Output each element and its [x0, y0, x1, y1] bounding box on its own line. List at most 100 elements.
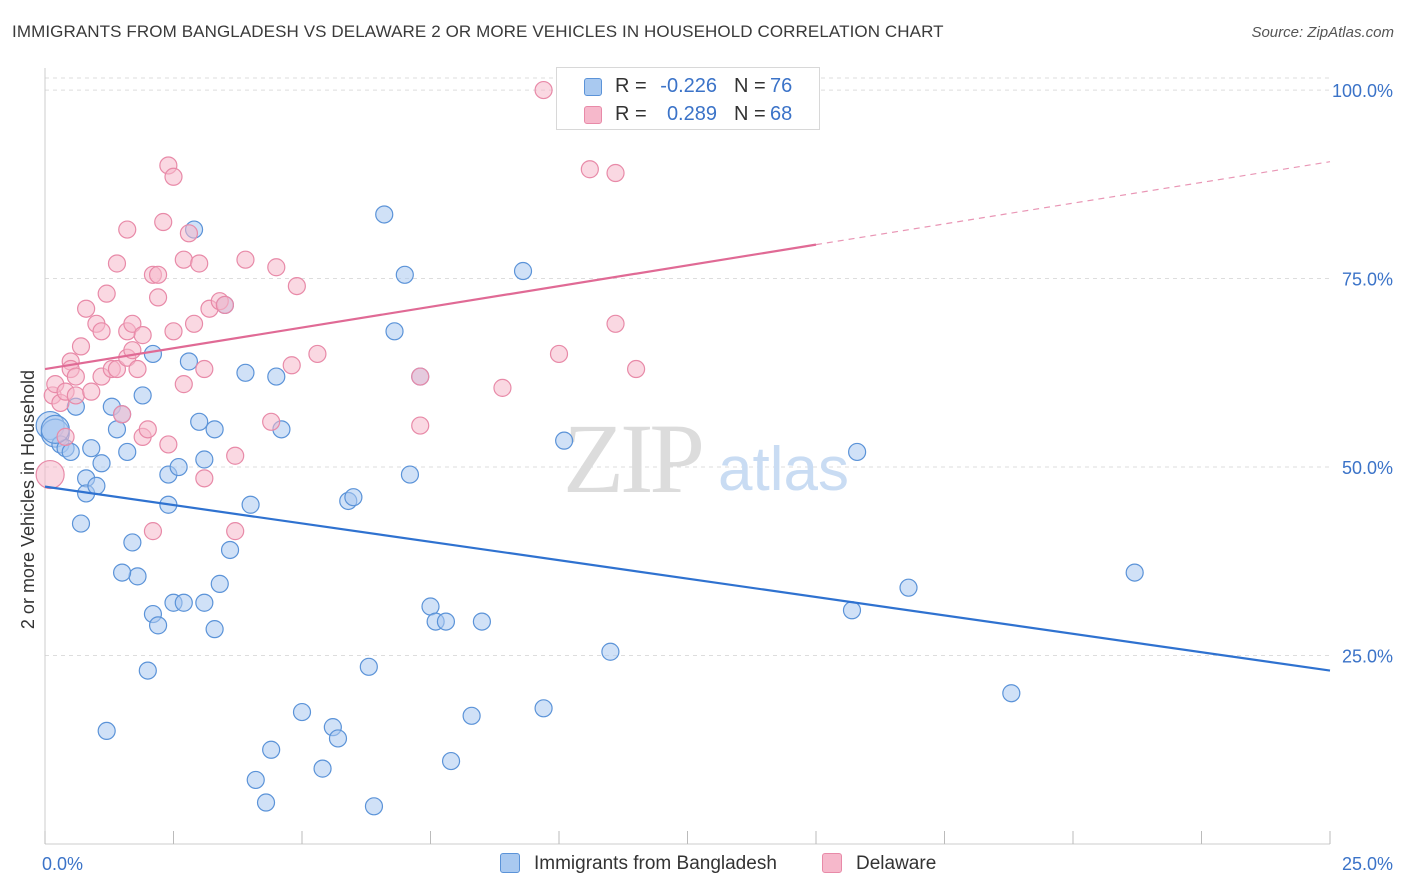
point-bangladesh: [236, 363, 255, 382]
point-delaware: [308, 344, 327, 364]
point-delaware: [107, 359, 127, 379]
point-bangladesh: [210, 574, 229, 593]
point-bangladesh: [1002, 684, 1021, 703]
watermark-atlas: atlas: [718, 435, 849, 504]
point-delaware: [411, 367, 430, 386]
point-bangladesh: [92, 454, 111, 473]
trend-line-delaware-extension: [815, 161, 1331, 246]
point-bangladesh: [179, 352, 199, 371]
r-value: 0.289: [666, 103, 717, 125]
legend-swatch-blue: [584, 78, 602, 96]
r-value: -0.226: [660, 75, 717, 97]
point-bangladesh: [169, 457, 188, 477]
watermark: ZIP atlas: [563, 403, 849, 514]
point-bangladesh: [375, 205, 394, 224]
point-bangladesh: [344, 488, 363, 507]
point-delaware: [580, 160, 599, 179]
legend-label: Immigrants from Bangladesh: [534, 853, 777, 874]
point-bangladesh: [205, 420, 224, 439]
point-delaware: [190, 254, 209, 273]
data-points: [35, 80, 1144, 816]
trend-line-bangladesh: [44, 485, 1331, 672]
n-value: 76: [770, 75, 793, 97]
point-delaware: [606, 163, 625, 183]
point-bangladesh: [241, 495, 260, 514]
point-bangladesh: [82, 439, 101, 458]
point-bangladesh: [71, 514, 91, 533]
point-delaware: [226, 446, 245, 465]
point-bangladesh: [385, 322, 404, 341]
point-delaware: [154, 212, 173, 232]
point-bangladesh: [848, 442, 867, 462]
legend-swatch-blue: [500, 853, 520, 873]
point-bangladesh: [842, 601, 862, 620]
point-delaware: [71, 337, 91, 356]
trend-line-delaware: [44, 243, 817, 371]
point-bangladesh: [395, 265, 414, 284]
point-delaware: [534, 80, 553, 100]
point-delaware: [282, 356, 301, 375]
point-delaware: [112, 405, 132, 424]
point-delaware: [66, 386, 85, 405]
point-delaware: [267, 258, 286, 277]
point-bangladesh: [112, 563, 132, 582]
point-bangladesh: [148, 616, 168, 635]
point-bangladesh: [107, 420, 127, 439]
point-bangladesh: [195, 593, 214, 612]
point-bangladesh: [359, 657, 378, 676]
point-delaware: [148, 265, 168, 284]
point-bangladesh: [87, 476, 106, 495]
point-bangladesh: [513, 261, 533, 281]
point-bangladesh: [899, 578, 918, 597]
y-tick-label: 100.0%: [1332, 81, 1393, 101]
point-delaware: [287, 276, 306, 296]
point-delaware: [174, 375, 193, 394]
y-tick-label: 25.0%: [1342, 647, 1393, 667]
point-bangladesh: [97, 721, 116, 741]
point-delaware: [107, 254, 127, 273]
point-delaware: [128, 359, 147, 379]
n-value: 68: [770, 103, 793, 125]
point-bangladesh: [328, 729, 348, 748]
point-delaware: [118, 220, 137, 239]
point-bangladesh: [138, 661, 157, 680]
point-delaware: [159, 435, 178, 454]
point-bangladesh: [364, 797, 384, 816]
legend-swatch-pink: [584, 106, 602, 124]
point-bangladesh: [421, 597, 440, 616]
point-delaware: [179, 224, 199, 243]
point-delaware: [123, 314, 142, 333]
point-delaware: [226, 522, 245, 541]
point-delaware: [92, 322, 111, 341]
point-delaware: [184, 314, 204, 333]
r-label: R =: [615, 75, 647, 97]
point-delaware: [236, 250, 255, 269]
point-delaware: [133, 326, 152, 345]
point-bangladesh: [61, 442, 80, 462]
x-tick-label: 0.0%: [42, 854, 83, 874]
point-bangladesh: [313, 759, 332, 778]
point-bangladesh: [195, 450, 214, 469]
point-bangladesh: [143, 344, 163, 364]
point-bangladesh: [1125, 563, 1144, 582]
point-bangladesh: [128, 567, 147, 586]
point-bangladesh: [262, 740, 281, 759]
legend-row-bangladesh: R = -0.226 N = 76: [557, 72, 819, 102]
point-bangladesh: [292, 702, 312, 722]
point-bangladesh: [220, 540, 240, 560]
trend-lines: [44, 161, 1331, 672]
point-delaware: [138, 420, 157, 439]
watermark-zip: ZIP: [563, 403, 701, 514]
legend-swatch-pink: [822, 853, 842, 873]
axes: [44, 68, 1331, 845]
point-bangladesh: [190, 412, 209, 431]
point-delaware: [164, 322, 183, 341]
x-tick-label: 25.0%: [1342, 854, 1393, 874]
point-delaware: [262, 412, 281, 431]
point-bangladesh: [246, 770, 265, 790]
point-bangladesh: [133, 386, 152, 405]
point-bangladesh: [123, 533, 142, 552]
point-delaware: [56, 427, 75, 446]
source-label: Source: ZipAtlas.com: [1251, 24, 1394, 41]
